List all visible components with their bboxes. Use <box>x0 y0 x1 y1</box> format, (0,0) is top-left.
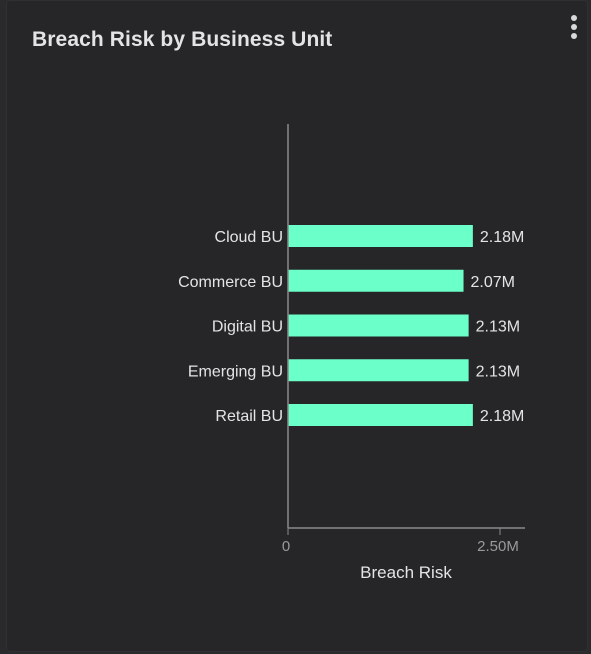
category-label: Emerging BU <box>188 363 283 380</box>
value-label: 2.18M <box>480 229 524 246</box>
value-label: 2.13M <box>476 363 520 380</box>
x-tick-label: 0 <box>282 538 290 555</box>
bar-commerce-bu[interactable] <box>288 269 464 292</box>
x-axis-title: Breach Risk <box>360 563 452 582</box>
more-vertical-icon[interactable] <box>564 12 584 42</box>
category-label: Commerce BU <box>178 274 283 291</box>
x-tick-label: 2.50M <box>477 538 519 555</box>
bar-cloud-bu[interactable] <box>288 225 473 247</box>
category-label: Retail BU <box>215 408 283 425</box>
category-label: Cloud BU <box>215 229 283 246</box>
bar-retail-bu[interactable] <box>288 404 473 426</box>
card-title: Breach Risk by Business Unit <box>32 28 333 51</box>
bar-digital-bu[interactable] <box>288 314 469 337</box>
value-label: 2.13M <box>476 319 520 336</box>
value-label: 2.18M <box>480 408 524 425</box>
category-label: Digital BU <box>212 319 283 336</box>
bar-emerging-bu[interactable] <box>288 359 469 382</box>
value-label: 2.07M <box>471 274 515 291</box>
